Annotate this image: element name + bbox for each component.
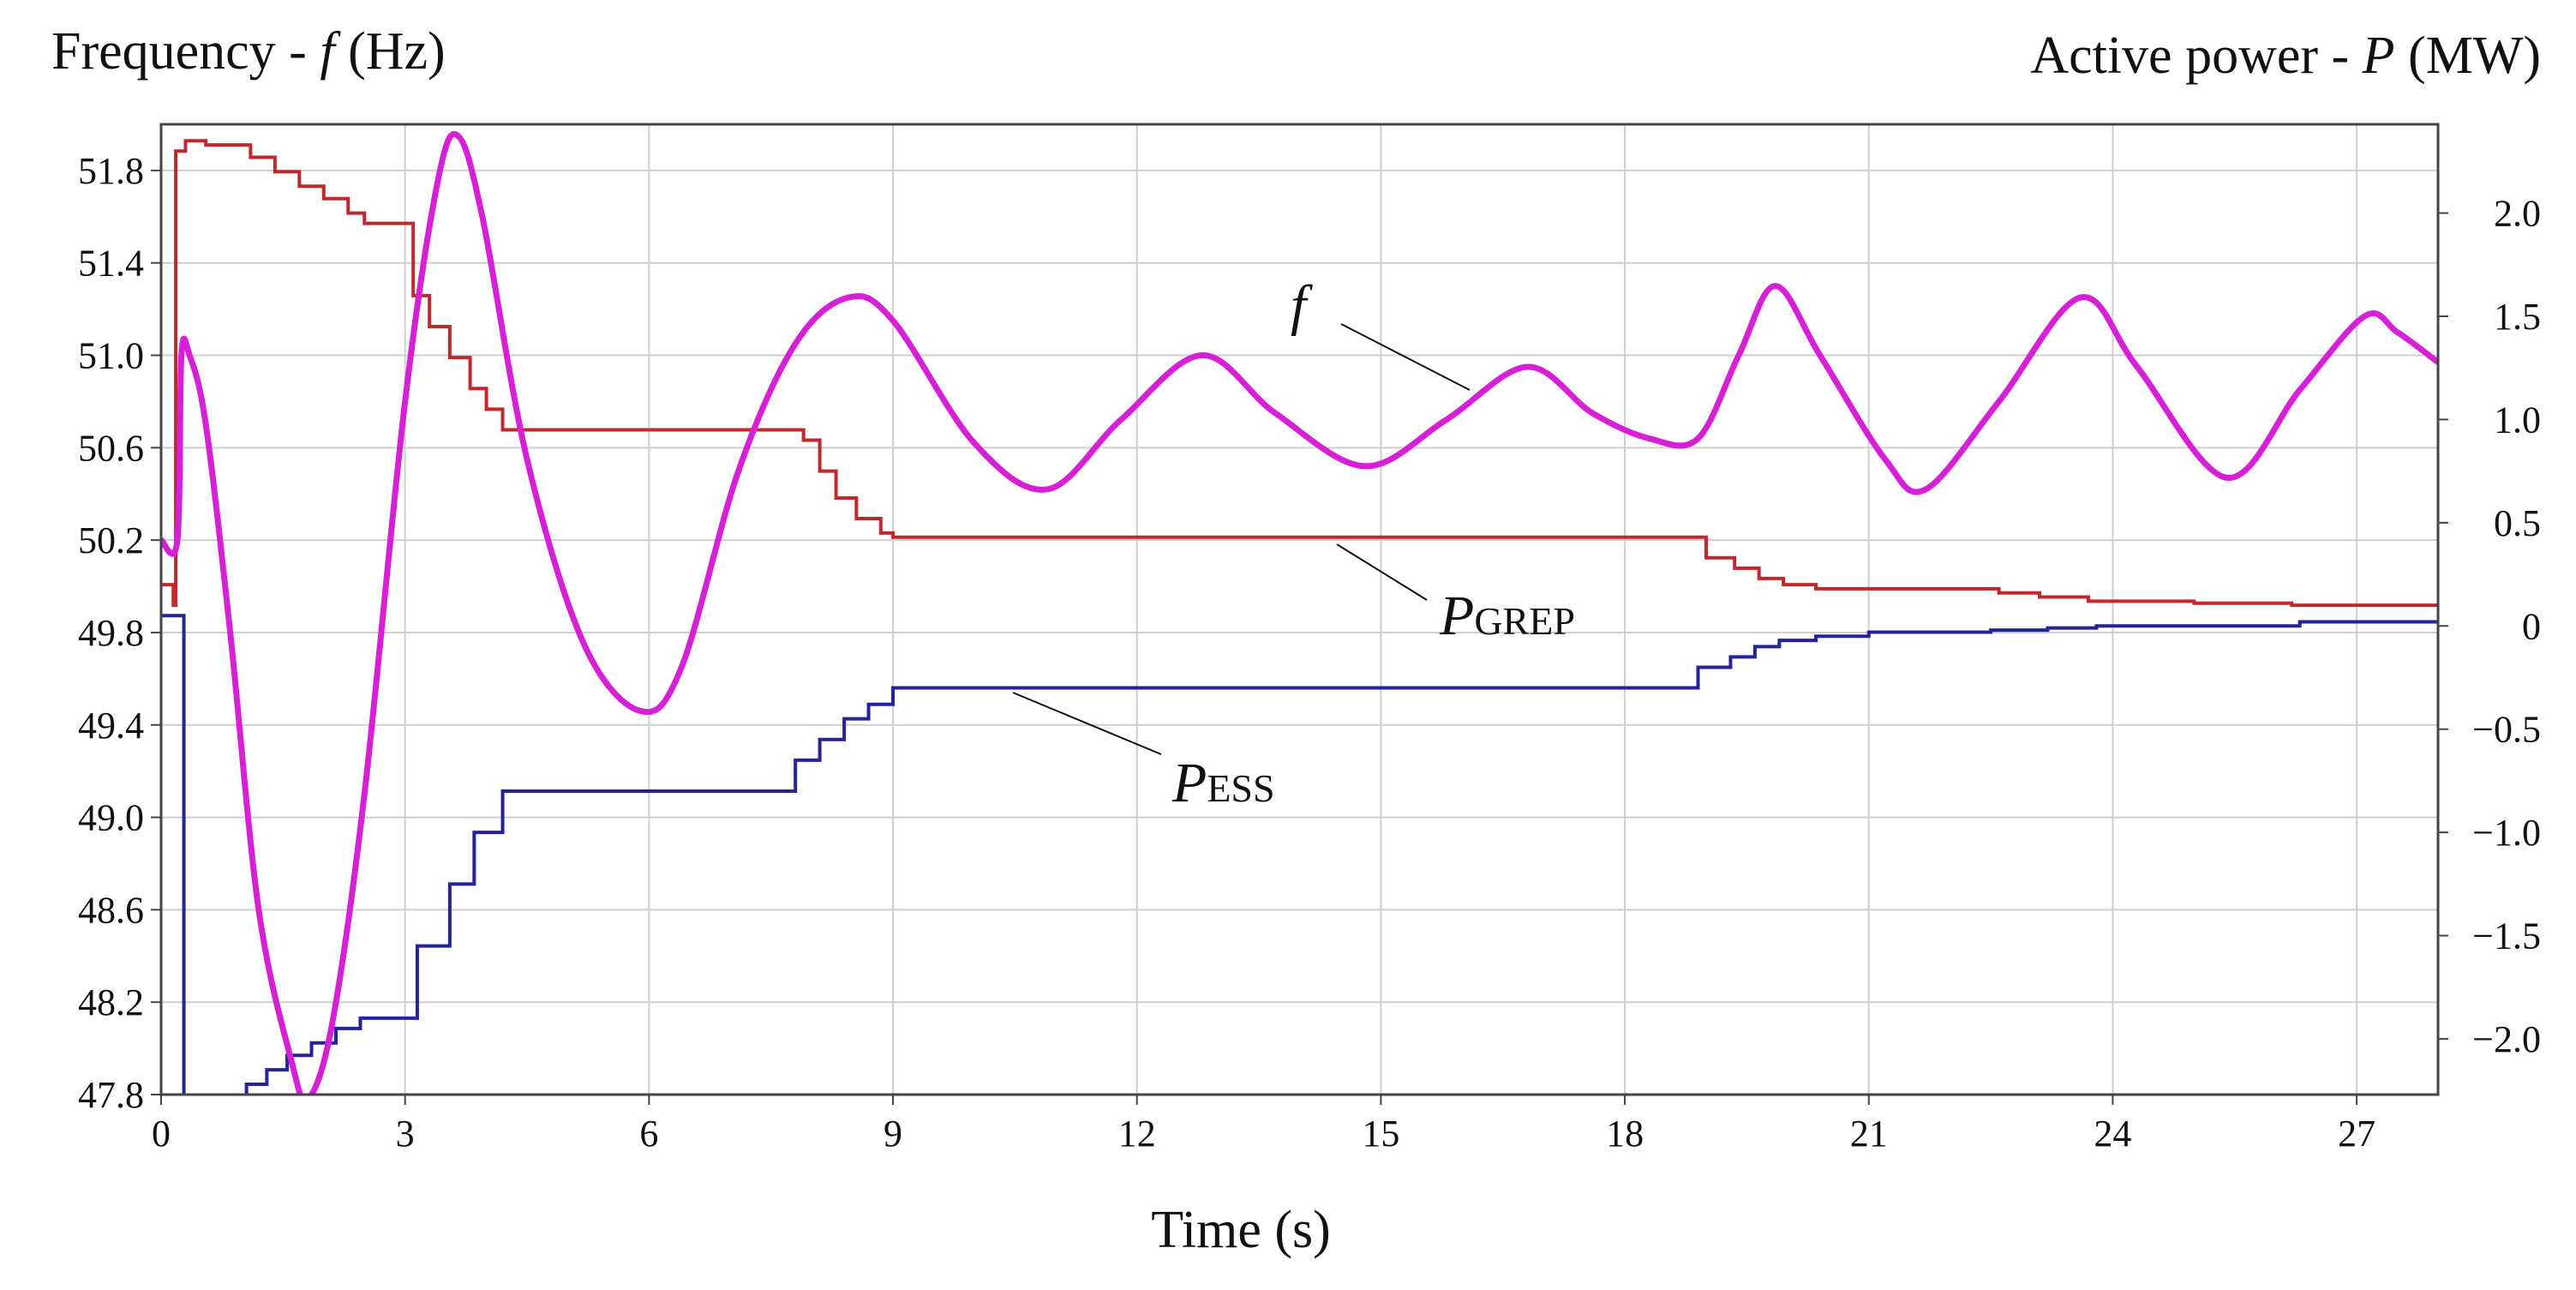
x-tick-label: 15 [1362,1113,1399,1155]
left-tick-label: 49.0 [78,797,144,839]
grep-leader-line [1336,543,1428,601]
ess-power-line [161,614,2438,1095]
left-axis-title: Frequency - f (Hz) [51,22,446,81]
right-tick-label: 1.5 [2494,296,2541,338]
right-tick-label: 2.0 [2494,193,2541,235]
left-tick-label: 51.0 [78,335,144,377]
right-tick-label: −0.5 [2472,709,2541,751]
x-tick-label: 9 [884,1113,902,1155]
x-tick-label: 21 [1850,1113,1888,1155]
left-tick-label: 50.2 [78,519,144,561]
x-tick-label: 6 [639,1113,658,1155]
left-tick-label: 51.8 [78,150,144,192]
x-tick-label: 0 [152,1113,171,1155]
x-tick-label: 12 [1118,1113,1156,1155]
left-tick-label: 50.6 [78,427,144,469]
right-tick-label: −1.0 [2472,812,2541,854]
plot-frame [159,123,2440,1096]
ess-leader-line [1012,692,1162,755]
right-tick-label: 1.0 [2494,399,2541,441]
grid [161,124,2439,1095]
x-tick-label: 18 [1606,1113,1644,1155]
right-tick-label: 0.5 [2494,502,2541,544]
grep-series-label: PGREP [1439,585,1575,647]
x-tick-label: 24 [2094,1113,2131,1155]
axes: 0 3 6 9 12 15 18 21 24 27 47.8 48.2 48.6 49.0 49.4 49.8… [78,150,2541,1155]
right-axis-title: Active power - P (MW) [2030,27,2541,85]
x-tick-label: 27 [2338,1113,2375,1155]
right-tick-label: −1.5 [2472,915,2541,957]
left-tick-label: 47.8 [78,1074,144,1116]
grep-power-line [161,139,2438,608]
frequency-line [161,131,2438,1095]
x-axis-title: Time (s) [1151,1201,1331,1259]
series-layer [161,131,2438,1095]
right-tick-label: 0 [2522,605,2541,647]
x-tick-label: 3 [396,1113,415,1155]
f-leader-line [1340,323,1471,391]
left-tick-label: 49.4 [78,705,144,747]
ess-series-label: PESS [1171,752,1275,814]
left-tick-label: 51.4 [78,243,144,285]
right-tick-label: −2.0 [2472,1018,2541,1060]
left-tick-label: 48.6 [78,889,144,931]
left-tick-label: 49.8 [78,612,144,654]
left-tick-label: 48.2 [78,981,144,1023]
